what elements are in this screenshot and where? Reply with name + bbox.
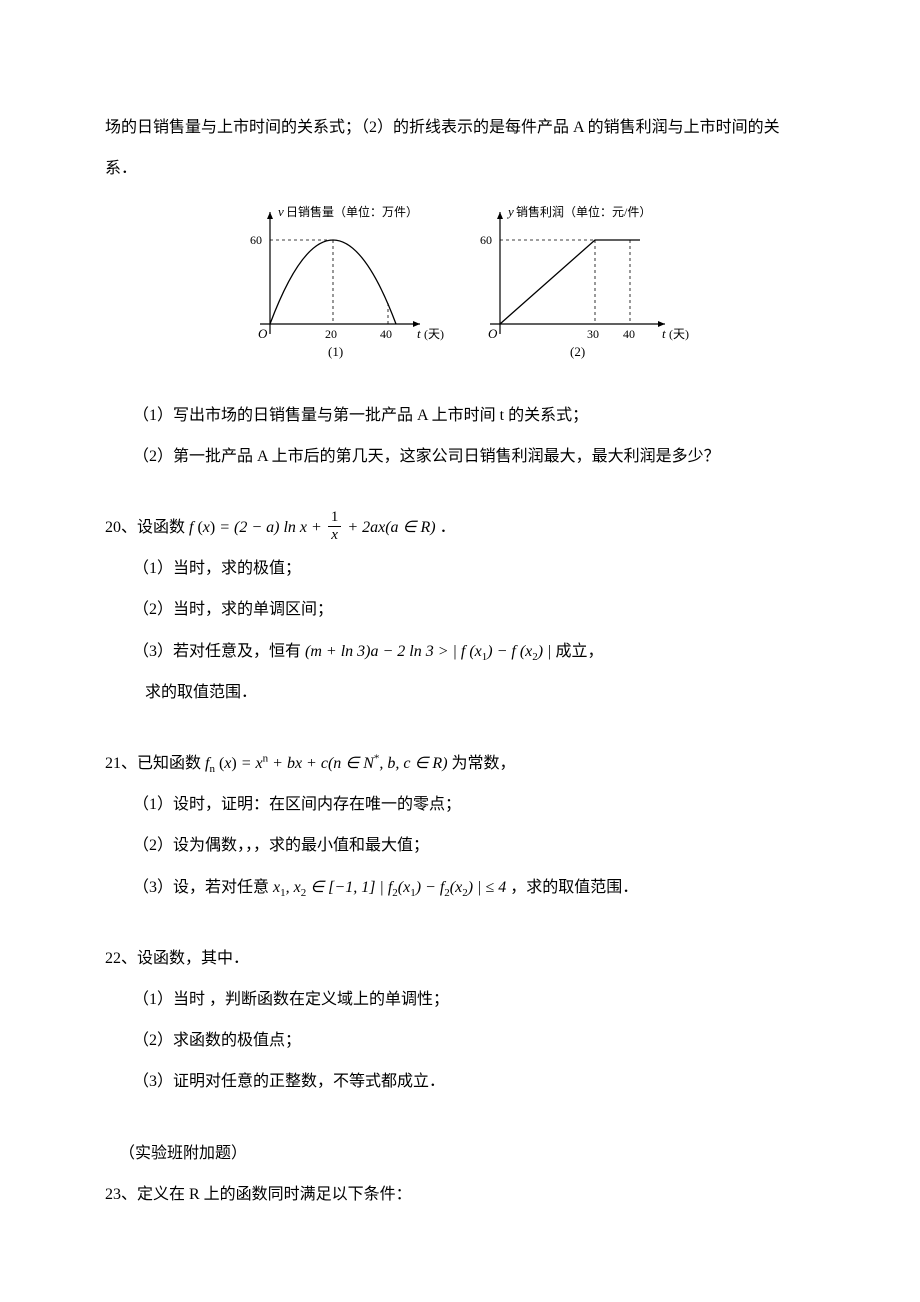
- q21-item3: （3）设，若对任意 x1, x2 ∈ [−1, 1] | f2(x1) − f2…: [105, 870, 815, 905]
- q20-item3-line2: 求的取值范围．: [105, 675, 815, 710]
- left-ylabel: 日销售量（单位：万件）: [286, 204, 418, 219]
- header-line-2: 系．: [105, 151, 815, 186]
- left-origin: O: [258, 326, 268, 341]
- q22-item2: （2）求函数的极值点；: [105, 1023, 815, 1058]
- q20-formula: f (x) = (2 − a) ln x + 1 x + 2ax(a ∈ R): [189, 519, 440, 536]
- right-yvar: y: [506, 204, 514, 219]
- q21-item1: （1）设时，证明：在区间内存在唯一的零点；: [105, 787, 815, 822]
- right-chart: y 销售利润（单位：元/件） t (天) O 60 30 40 (2): [480, 204, 689, 359]
- left-chart: v 日销售量（单位：万件） t (天) O 60 20 40 (1): [250, 204, 444, 359]
- left-xtick-40: 40: [380, 327, 392, 341]
- q20-item1: （1）当时，求的极值；: [105, 551, 815, 586]
- q20-period: ．: [440, 519, 456, 536]
- right-xlabel: (天): [669, 327, 689, 341]
- right-caption: (2): [570, 344, 585, 359]
- q20-frac: 1 x: [328, 509, 342, 543]
- left-xlabel: (天): [424, 327, 444, 341]
- right-xvar: t: [662, 326, 666, 341]
- q21-item2: （2）设为偶数，，，求的最小值和最大值；: [105, 828, 815, 863]
- after-fig-item1: （1）写出市场的日销售量与第一批产品 A 上市时间 t 的关系式；: [105, 398, 815, 433]
- right-origin: O: [488, 326, 498, 341]
- extra-note: （实验班附加题）: [105, 1136, 815, 1171]
- left-xvar: t: [417, 326, 421, 341]
- q22-item1: （1）当时 ，判断函数在定义域上的单调性；: [105, 982, 815, 1017]
- page-content: 场的日销售量与上市时间的关系式；（2）的折线表示的是每件产品 A 的销售利润与上…: [0, 0, 920, 1278]
- left-xtick-20: 20: [325, 327, 337, 341]
- right-ytick: 60: [480, 233, 492, 247]
- q20-item2: （2）当时，求的单调区间；: [105, 592, 815, 627]
- after-fig-item2: （2）第一批产品 A 上市后的第几天，这家公司日销售利润最大，最大利润是多少？: [105, 439, 815, 474]
- left-ytick: 60: [250, 233, 262, 247]
- right-xtick-40: 40: [623, 327, 635, 341]
- right-xtick-30: 30: [587, 327, 599, 341]
- q21-stem: 21、已知函数 fn (x) = xn + bx + c(n ∈ N*, b, …: [105, 746, 815, 781]
- q22-item3: （3）证明对任意的正整数，不等式都成立．: [105, 1064, 815, 1099]
- q20-stem: 20、设函数 f (x) = (2 − a) ln x + 1 x + 2ax(…: [105, 510, 815, 545]
- header-line-1: 场的日销售量与上市时间的关系式；（2）的折线表示的是每件产品 A 的销售利润与上…: [105, 110, 815, 145]
- q23-stem: 23、定义在 R 上的函数同时满足以下条件：: [105, 1177, 815, 1212]
- left-caption: (1): [328, 344, 343, 359]
- q20-item3: （3）若对任意及，恒有 (m + ln 3)a − 2 ln 3 > | f (…: [105, 634, 815, 669]
- q22-stem: 22、设函数，其中．: [105, 941, 815, 976]
- left-yvar: v: [278, 204, 284, 219]
- right-ylabel: 销售利润（单位：元/件）: [516, 204, 651, 219]
- charts-svg: v 日销售量（单位：万件） t (天) O 60 20 40 (1): [220, 194, 700, 364]
- q20-prefix: 20、设函数: [105, 519, 189, 536]
- figure-row: v 日销售量（单位：万件） t (天) O 60 20 40 (1): [105, 194, 815, 377]
